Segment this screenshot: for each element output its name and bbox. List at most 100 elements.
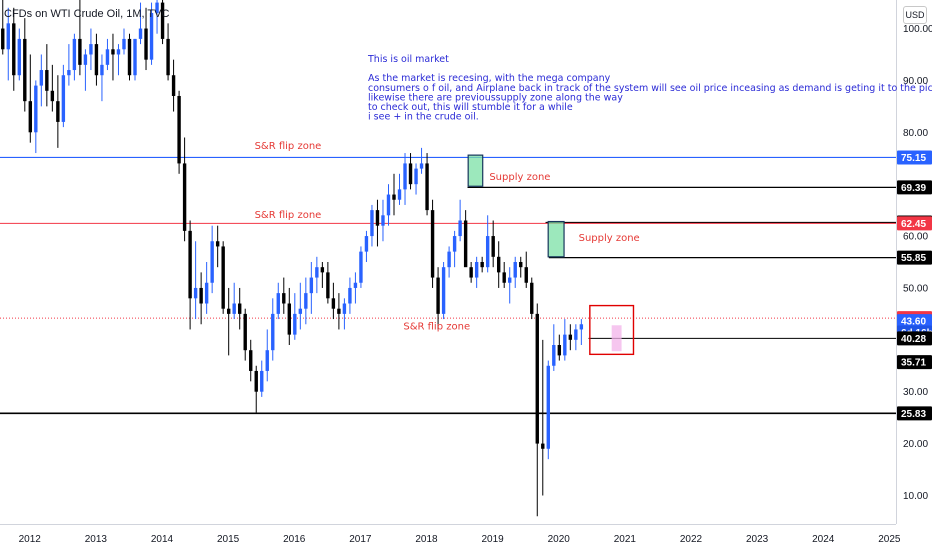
candle-body <box>508 277 512 283</box>
candle-body <box>541 443 545 449</box>
candle-body <box>535 313 539 444</box>
candle-body <box>249 350 253 371</box>
candle-body <box>78 38 82 65</box>
candle <box>111 33 115 81</box>
candle-body <box>342 303 347 314</box>
candle-body <box>309 277 314 294</box>
candle-body <box>271 313 275 351</box>
candle <box>182 137 187 242</box>
candle-body <box>171 75 176 96</box>
price-tag-label: 55.85 <box>901 253 926 264</box>
candle-body <box>370 210 374 237</box>
candle-body <box>193 287 198 299</box>
candle <box>458 199 462 242</box>
candle-body <box>474 262 479 278</box>
candle-body <box>282 293 286 304</box>
supply-box-2019 <box>547 220 565 258</box>
candle <box>243 308 247 361</box>
candle <box>89 28 93 71</box>
x-tick-label: 2012 <box>19 534 42 545</box>
x-tick-label: 2017 <box>349 534 372 545</box>
candle-body <box>221 246 225 309</box>
candle-body <box>1 28 5 50</box>
candle <box>386 184 391 226</box>
candle-body <box>348 287 352 304</box>
x-tick-label: 2025 <box>878 534 901 545</box>
candle <box>342 298 347 330</box>
currency-button[interactable]: USD <box>903 6 927 24</box>
note-line: likewise there are previoussupply zone a… <box>368 92 623 103</box>
candle-body <box>557 345 562 356</box>
candle <box>28 54 33 143</box>
candle <box>50 64 55 112</box>
candle-body <box>331 298 336 309</box>
zone-label: S&R flip zone <box>403 321 470 332</box>
candle-body <box>485 236 490 268</box>
candle <box>425 153 429 216</box>
candle-body <box>513 262 517 278</box>
candle-body <box>260 370 264 392</box>
candle <box>441 262 446 320</box>
candle <box>160 0 165 45</box>
price-tag-55-85: 55.85 <box>897 250 932 265</box>
candle <box>563 319 567 361</box>
candle <box>83 49 88 91</box>
candle-body <box>83 54 88 65</box>
price-tag-43-60: 43.60 <box>897 314 932 329</box>
zone-label: Supply zone <box>579 233 640 244</box>
candle <box>392 173 396 216</box>
candle-body <box>116 49 121 55</box>
note-line: to check out, this will stumble it for a… <box>368 102 573 113</box>
candle-body <box>127 38 132 76</box>
candle-body <box>56 101 60 122</box>
candle <box>116 44 121 76</box>
candle <box>23 18 27 112</box>
candle-body <box>568 334 573 340</box>
candle <box>287 287 291 346</box>
price-tag-25-83: 25.83 <box>897 406 932 421</box>
y-tick-label: 90.00 <box>903 76 928 87</box>
candle <box>17 28 21 81</box>
candle-body <box>144 28 148 60</box>
x-tick-label: 2019 <box>482 534 505 545</box>
candle-body <box>320 267 325 273</box>
candle-body <box>287 303 291 335</box>
candle <box>100 54 104 102</box>
price-tag-label: 43.60 <box>901 317 926 328</box>
candle-body <box>293 313 297 335</box>
candle-body <box>94 44 99 76</box>
symbol-title: CFDs on WTI Crude Oil, 1M, TVC <box>4 8 170 20</box>
candle <box>166 23 170 81</box>
candle <box>370 204 374 247</box>
candle-body <box>480 262 484 268</box>
candle <box>557 334 562 361</box>
candle <box>293 293 297 340</box>
candle-body <box>298 308 303 314</box>
candle-body <box>238 303 242 314</box>
candle <box>276 282 280 320</box>
price-tag-label: 62.45 <box>901 219 926 230</box>
candle-body <box>463 220 468 268</box>
candle-body <box>105 49 110 65</box>
candle <box>452 230 457 268</box>
candle <box>149 2 154 65</box>
candle <box>408 153 413 190</box>
price-tag-40-28: 40.28 <box>897 331 932 346</box>
candle-body <box>226 308 231 314</box>
consolidation-box-2020 <box>589 304 635 356</box>
candle-body <box>337 308 341 314</box>
candle-body <box>204 282 209 304</box>
candle-body <box>579 324 584 330</box>
candle-body <box>502 272 506 283</box>
candle-body <box>425 163 429 211</box>
candle-body <box>39 70 44 86</box>
candle-body <box>530 282 534 314</box>
candle-body <box>364 236 369 252</box>
candle <box>177 90 181 174</box>
candle-body <box>496 256 501 273</box>
price-tag-label: 75.15 <box>901 153 926 164</box>
price-tag-label: 40.28 <box>901 334 926 345</box>
candle <box>298 282 303 330</box>
candle-body <box>414 168 418 185</box>
